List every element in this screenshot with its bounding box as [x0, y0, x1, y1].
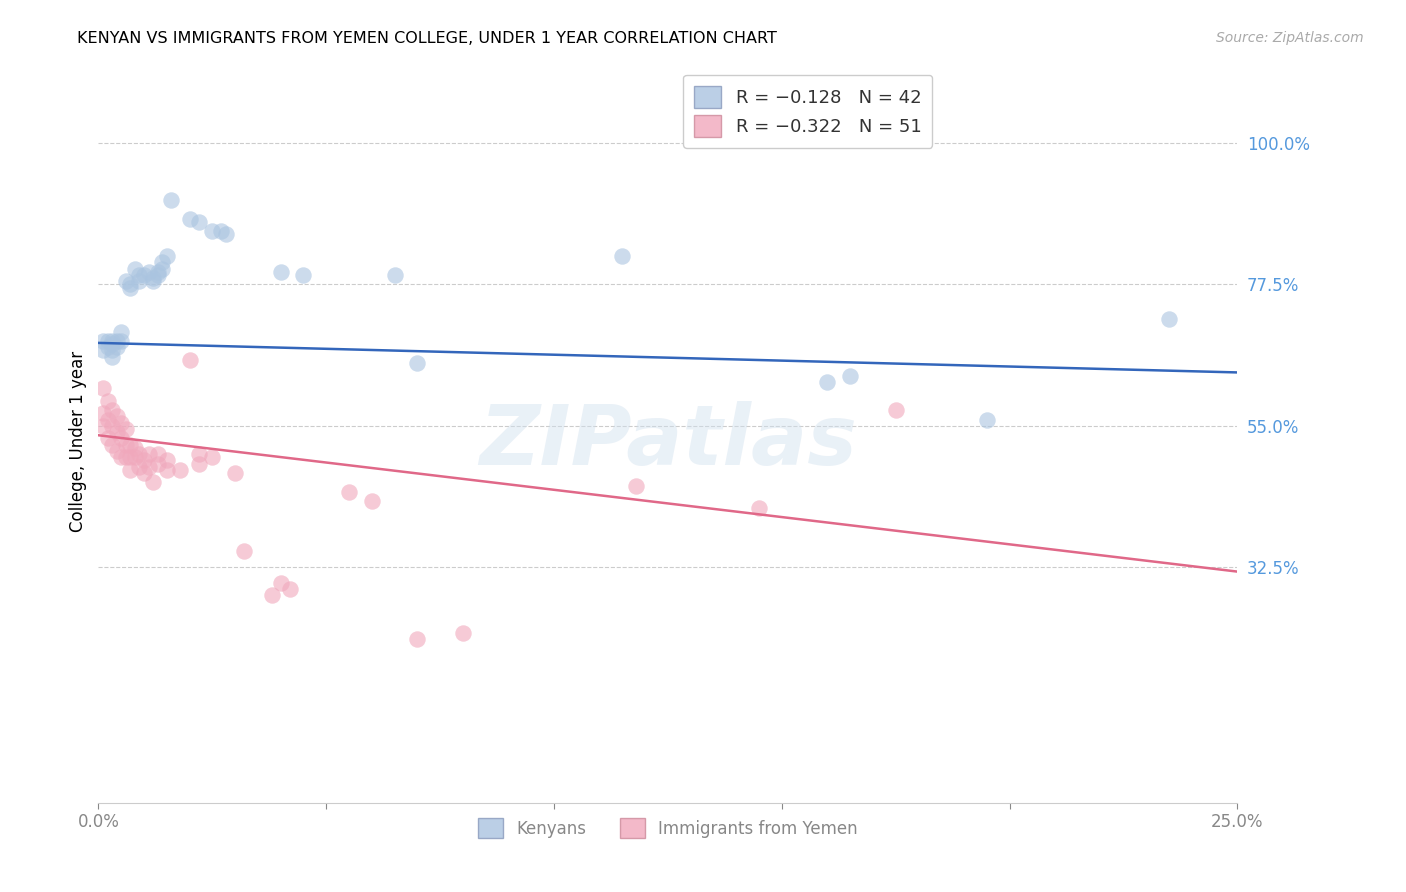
Point [179, 211, 201, 226]
Point [96, 393, 118, 408]
Point [110, 416, 132, 430]
Point [91, 334, 114, 348]
Point [101, 403, 124, 417]
Point [612, 249, 634, 263]
Point [96, 412, 118, 426]
Text: ZIPatlas: ZIPatlas [479, 401, 856, 482]
Point [360, 494, 382, 508]
Point [110, 431, 132, 445]
Y-axis label: College, Under 1 year: College, Under 1 year [69, 351, 87, 533]
Point [270, 575, 292, 590]
Point [156, 463, 179, 477]
Point [128, 274, 150, 288]
Point [105, 409, 128, 424]
Point [114, 450, 136, 465]
Point [101, 334, 124, 348]
Point [201, 450, 224, 465]
Point [406, 356, 429, 370]
Point [110, 450, 132, 465]
Point [120, 277, 142, 292]
Point [132, 268, 155, 282]
Text: KENYAN VS IMMIGRANTS FROM YEMEN COLLEGE, UNDER 1 YEAR CORRELATION CHART: KENYAN VS IMMIGRANTS FROM YEMEN COLLEGE,… [77, 31, 778, 46]
Point [976, 412, 998, 426]
Point [120, 280, 142, 294]
Point [96, 431, 118, 445]
Point [187, 447, 209, 461]
Point [101, 438, 124, 452]
Point [91, 343, 114, 358]
Point [138, 265, 160, 279]
Point [142, 271, 165, 285]
Point [128, 268, 150, 282]
Point [91, 406, 114, 420]
Point [169, 463, 191, 477]
Point [233, 544, 256, 558]
Point [187, 457, 209, 471]
Point [132, 453, 155, 467]
Point [124, 261, 146, 276]
Point [114, 422, 136, 436]
Point [384, 268, 406, 282]
Point [179, 352, 201, 367]
Point [187, 214, 209, 228]
Point [209, 224, 232, 238]
Point [110, 325, 132, 339]
Point [138, 459, 160, 474]
Text: Source: ZipAtlas.com: Source: ZipAtlas.com [1216, 31, 1364, 45]
Point [105, 444, 128, 458]
Point [215, 227, 238, 242]
Point [815, 375, 838, 389]
Point [114, 274, 136, 288]
Point [96, 340, 118, 354]
Point [101, 418, 124, 433]
Point [624, 478, 647, 492]
Point [260, 589, 283, 603]
Point [138, 447, 160, 461]
Point [110, 334, 132, 348]
Point [451, 626, 474, 640]
Point [128, 459, 150, 474]
Point [406, 632, 429, 647]
Point [91, 418, 114, 433]
Point [128, 447, 150, 461]
Point [884, 403, 907, 417]
Point [160, 193, 183, 207]
Point [124, 450, 146, 465]
Point [142, 274, 165, 288]
Legend: Kenyans, Immigrants from Yemen: Kenyans, Immigrants from Yemen [471, 812, 865, 845]
Point [142, 475, 165, 490]
Point [114, 438, 136, 452]
Point [1157, 312, 1180, 326]
Point [105, 425, 128, 439]
Point [120, 463, 142, 477]
Point [150, 255, 173, 269]
Point [156, 453, 179, 467]
Point [146, 457, 169, 471]
Point [224, 466, 246, 480]
Point [270, 265, 292, 279]
Point [337, 484, 360, 499]
Point [105, 340, 128, 354]
Point [120, 450, 142, 465]
Point [278, 582, 301, 597]
Point [839, 368, 862, 383]
Point [146, 447, 169, 461]
Point [156, 249, 179, 263]
Point [292, 268, 315, 282]
Point [201, 224, 224, 238]
Point [124, 441, 146, 455]
Point [150, 261, 173, 276]
Point [120, 438, 142, 452]
Point [146, 265, 169, 279]
Point [101, 337, 124, 351]
Point [748, 500, 770, 515]
Point [101, 343, 124, 358]
Point [96, 334, 118, 348]
Point [146, 268, 169, 282]
Point [101, 350, 124, 364]
Point [91, 381, 114, 395]
Point [105, 334, 128, 348]
Point [132, 466, 155, 480]
